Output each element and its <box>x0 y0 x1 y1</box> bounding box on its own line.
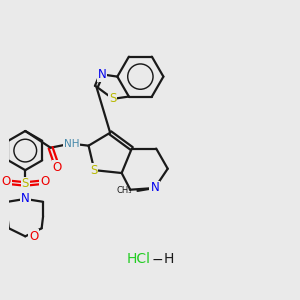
Text: O: O <box>52 161 62 174</box>
Text: N: N <box>98 68 106 81</box>
Text: S: S <box>90 164 98 177</box>
Text: H: H <box>164 252 174 266</box>
Text: O: O <box>1 175 10 188</box>
Text: HCl: HCl <box>127 252 151 266</box>
Text: CH₃: CH₃ <box>117 186 132 195</box>
Text: N: N <box>150 182 159 194</box>
Text: S: S <box>22 178 29 190</box>
Text: S: S <box>109 92 116 105</box>
Text: N: N <box>21 192 30 206</box>
Text: O: O <box>40 175 49 188</box>
Text: −: − <box>152 252 164 266</box>
Text: NH: NH <box>64 139 79 149</box>
Text: O: O <box>29 230 38 243</box>
